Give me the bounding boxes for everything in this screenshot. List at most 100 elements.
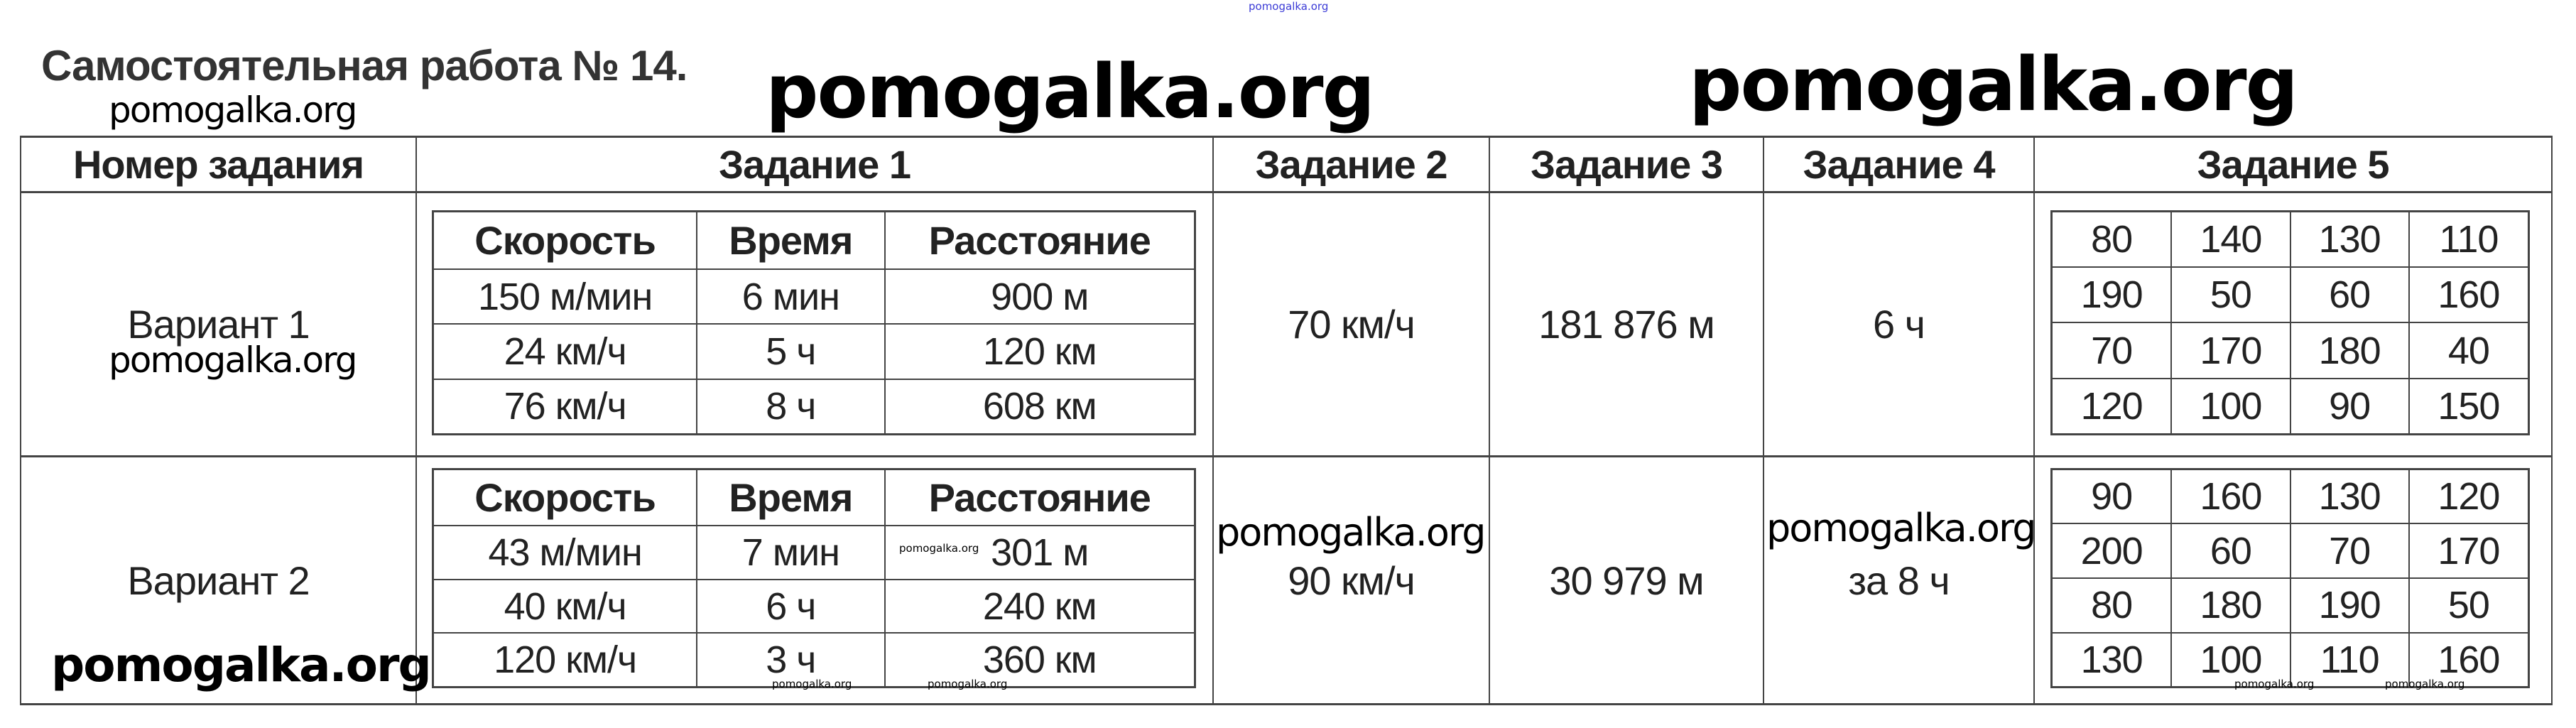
cell: 80 — [2053, 577, 2173, 634]
table-row: 43 м/мин 7 мин 301 м — [434, 525, 1194, 580]
watermark: pomogalka.org — [1249, 0, 1329, 13]
table-row: 24 км/ч 5 ч 120 км — [434, 323, 1194, 380]
cell: 120 — [2408, 470, 2528, 525]
cell: 608 км — [884, 378, 1194, 433]
watermark: pomogalka.org — [109, 89, 358, 131]
column-speed: Скорость — [434, 212, 698, 270]
table-row: 120 100 90 150 — [2053, 377, 2528, 433]
column-distance: Расстояние — [884, 470, 1194, 527]
watermark: pomogalka.org — [51, 638, 432, 692]
watermark: pomogalka.org — [928, 678, 1008, 690]
cell: 120 км/ч — [434, 632, 698, 686]
cell: 8 ч — [696, 378, 886, 433]
cell: 130 — [2289, 212, 2410, 268]
cell: 80 — [2053, 212, 2173, 268]
header-task-2: Задание 2 — [1255, 141, 1447, 187]
page-title: Самостоятельная работа № 14. — [41, 42, 688, 89]
table-row: 200 60 70 170 — [2053, 523, 2528, 579]
table-row: 130 100 110 160 — [2053, 631, 2528, 686]
column-distance: Расстояние — [884, 212, 1194, 270]
column-speed: Скорость — [434, 470, 698, 527]
cell: 100 — [2170, 377, 2291, 433]
cell: 140 — [2170, 212, 2291, 268]
cell: 150 м/мин — [434, 268, 698, 325]
variant-1-label: Вариант 1 — [127, 302, 310, 347]
watermark: pomogalka.org — [1766, 506, 2036, 550]
variant-1-task-2: 70 км/ч — [1288, 302, 1415, 347]
cell: 50 — [2408, 577, 2528, 634]
header-task-4: Задание 4 — [1803, 141, 1995, 187]
cell: 110 — [2289, 631, 2410, 686]
cell: 70 — [2289, 523, 2410, 579]
cell: 240 км — [884, 578, 1194, 634]
table-row: 70 170 180 40 — [2053, 322, 2528, 379]
watermark: pomogalka.org — [766, 48, 1375, 135]
cell: 3 ч — [696, 632, 886, 686]
variant-2-label: Вариант 2 — [127, 558, 310, 603]
variant-1-task-5-table: 80 140 130 110 190 50 60 160 70 170 180 40 120 100… — [2050, 210, 2530, 435]
watermark: pomogalka.org — [1689, 41, 2298, 128]
header-task-5: Задание 5 — [2197, 141, 2389, 187]
cell: 190 — [2289, 577, 2410, 634]
cell: 43 м/мин — [434, 525, 698, 580]
table-row: 40 км/ч 6 ч 240 км — [434, 578, 1194, 634]
watermark: pomogalka.org — [109, 339, 358, 381]
cell: 160 — [2408, 266, 2528, 324]
variant-1-task-4: 6 ч — [1873, 302, 1925, 347]
table-row: 190 50 60 160 — [2053, 266, 2528, 324]
cell: 130 — [2289, 470, 2410, 525]
cell: 5 ч — [696, 323, 886, 380]
cell: 76 км/ч — [434, 378, 698, 433]
cell: 120 — [2053, 377, 2173, 433]
cell: 301 м — [884, 525, 1194, 580]
cell: 200 — [2053, 523, 2173, 579]
variant-2-task-4: за 8 ч — [1848, 558, 1950, 603]
cell: 110 — [2408, 212, 2528, 268]
table-row: 80 180 190 50 — [2053, 577, 2528, 634]
cell: 90 — [2289, 377, 2410, 433]
variant-2-task-5-table: 90 160 130 120 200 60 70 170 80 180 190 50 130 100… — [2050, 468, 2530, 688]
header-task-number: Номер задания — [72, 141, 364, 187]
cell: 160 — [2170, 470, 2291, 525]
watermark: pomogalka.org — [2385, 678, 2465, 690]
cell: 60 — [2170, 523, 2291, 579]
cell: 150 — [2408, 377, 2528, 433]
cell: 180 — [2170, 577, 2291, 634]
cell: 170 — [2408, 523, 2528, 579]
variant-2-task-2: 90 км/ч — [1288, 558, 1415, 603]
cell: 900 м — [884, 268, 1194, 325]
cell: 100 — [2170, 631, 2291, 686]
cell: 130 — [2053, 631, 2173, 686]
watermark: pomogalka.org — [899, 542, 979, 555]
watermark: pomogalka.org — [2234, 678, 2315, 690]
cell: 160 — [2408, 631, 2528, 686]
variant-2-task-3: 30 979 м — [1549, 558, 1704, 603]
cell: 40 — [2408, 322, 2528, 379]
cell: 120 км — [884, 323, 1194, 380]
cell: 60 — [2289, 266, 2410, 324]
watermark: pomogalka.org — [1216, 510, 1486, 555]
cell: 6 мин — [696, 268, 886, 325]
cell: 40 км/ч — [434, 578, 698, 634]
table-row: 150 м/мин 6 мин 900 м — [434, 268, 1194, 325]
variant-1-task-3: 181 876 м — [1538, 302, 1714, 347]
table-row: 90 160 130 120 — [2053, 470, 2528, 525]
cell: 7 мин — [696, 525, 886, 580]
cell: 50 — [2170, 266, 2291, 324]
header-task-1: Задание 1 — [718, 141, 911, 187]
cell: 170 — [2170, 322, 2291, 379]
cell: 6 ч — [696, 578, 886, 634]
cell: 90 — [2053, 470, 2173, 525]
header-task-3: Задание 3 — [1530, 141, 1723, 187]
table-row: 76 км/ч 8 ч 608 км — [434, 378, 1194, 433]
table-row: 120 км/ч 3 ч 360 км — [434, 632, 1194, 686]
table-row: 80 140 130 110 — [2053, 212, 2528, 268]
variant-2-task-1-table: Скорость Время Расстояние 43 м/мин 7 мин… — [432, 468, 1196, 688]
variant-1-task-1-table: Скорость Время Расстояние 150 м/мин 6 ми… — [432, 210, 1196, 435]
cell: 24 км/ч — [434, 323, 698, 380]
column-time: Время — [696, 470, 886, 527]
column-time: Время — [696, 212, 886, 270]
cell: 190 — [2053, 266, 2173, 324]
watermark: pomogalka.org — [772, 678, 852, 690]
cell: 70 — [2053, 322, 2173, 379]
